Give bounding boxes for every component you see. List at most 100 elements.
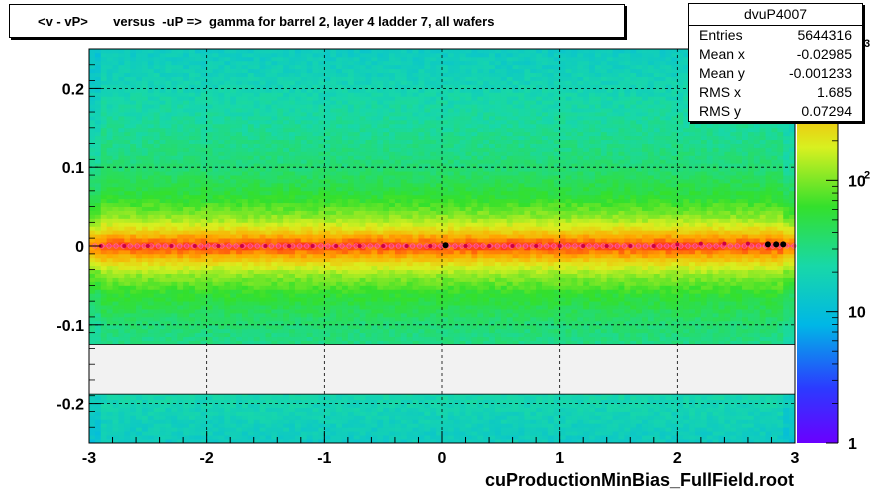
heatmap-cell: [312, 399, 319, 404]
heatmap-cell: [130, 234, 137, 239]
heatmap-cell: [100, 182, 108, 188]
heatmap-cell: [159, 60, 166, 66]
heatmap-cell: [189, 435, 196, 440]
heatmap-cell: [353, 253, 361, 259]
heatmap-cell: [189, 80, 196, 85]
heatmap-cell: [359, 324, 366, 330]
heatmap-cell: [289, 112, 296, 117]
heatmap-cell: [324, 119, 331, 125]
heatmap-cell: [89, 108, 96, 113]
heatmap-cell: [118, 163, 125, 168]
heatmap-cell: [300, 253, 308, 259]
heatmap-cell: [241, 395, 249, 401]
heatmap-cell: [359, 108, 366, 113]
heatmap-cell: [365, 96, 372, 101]
heatmap-cell: [371, 104, 378, 109]
heatmap-cell: [141, 119, 149, 125]
heatmap-cell: [271, 419, 278, 424]
heatmap-cell: [365, 127, 372, 133]
heatmap-cell: [124, 427, 131, 432]
heatmap-cell: [336, 186, 343, 192]
heatmap-cell: [118, 423, 125, 428]
heatmap-cell: [112, 56, 119, 62]
heatmap-cell: [347, 423, 355, 428]
heatmap-cell: [206, 332, 213, 338]
heatmap-cell: [318, 163, 325, 168]
heatmap-cell: [330, 64, 337, 70]
heatmap-cell: [259, 249, 266, 255]
heatmap-cell: [353, 202, 361, 207]
heatmap-cell: [112, 222, 119, 227]
heatmap-cell: [153, 96, 160, 101]
heatmap-cell: [336, 320, 343, 326]
heatmap-cell: [247, 439, 255, 444]
heatmap-cell: [336, 316, 343, 322]
heatmap-cell: [283, 285, 290, 290]
heatmap-cell: [341, 135, 349, 141]
heatmap-cell: [112, 49, 119, 54]
heatmap-cell: [277, 175, 284, 180]
heatmap-cell: [330, 159, 337, 164]
heatmap-cell: [294, 305, 302, 310]
heatmap-cell: [318, 84, 325, 89]
heatmap-cell: [194, 226, 202, 231]
heatmap-cell: [241, 60, 249, 66]
heatmap-cell: [141, 194, 149, 200]
heatmap-cell: [224, 285, 231, 290]
heatmap-cell: [177, 253, 184, 259]
heatmap-cell: [236, 395, 243, 401]
heatmap-cell: [165, 297, 172, 302]
heatmap-cell: [247, 340, 255, 345]
heatmap-cell: [289, 301, 296, 306]
heatmap-cell: [347, 277, 355, 282]
heatmap-cell: [236, 234, 243, 239]
heatmap-cell: [300, 194, 308, 200]
heatmap-cell: [130, 285, 137, 290]
heatmap-cell: [106, 253, 113, 259]
heatmap-cell: [230, 100, 237, 105]
heatmap-cell: [153, 423, 160, 428]
heatmap-cell: [147, 115, 155, 121]
heatmap-cell: [189, 159, 196, 164]
heatmap-cell: [118, 439, 125, 444]
heatmap-cell: [224, 76, 231, 81]
heatmap-cell: [330, 230, 337, 235]
heatmap-cell: [312, 312, 319, 318]
heatmap-cell: [94, 155, 102, 160]
heatmap-cell: [224, 123, 231, 129]
heatmap-cell: [377, 218, 384, 223]
heatmap-cell: [312, 155, 319, 160]
heatmap-cell: [206, 143, 213, 148]
heatmap-cell: [189, 92, 196, 97]
heatmap-cell: [124, 108, 131, 113]
heatmap-cell: [324, 64, 331, 70]
heatmap-cell: [312, 131, 319, 137]
heatmap-cell: [341, 60, 349, 66]
heatmap-cell: [306, 127, 313, 133]
heatmap-cell: [377, 222, 384, 227]
heatmap-cell: [241, 261, 249, 267]
heatmap-cell: [153, 277, 160, 282]
heatmap-cell: [341, 238, 349, 243]
heatmap-cell: [230, 202, 237, 207]
heatmap-cell: [183, 242, 190, 247]
heatmap-cell: [212, 186, 219, 192]
heatmap-cell: [265, 328, 272, 334]
heatmap-cell: [306, 435, 313, 440]
heatmap-cell: [347, 218, 355, 223]
heatmap-cell: [194, 435, 202, 440]
heatmap-cell: [224, 340, 231, 345]
heatmap-cell: [218, 234, 225, 239]
heatmap-cell: [218, 182, 225, 188]
heatmap-cell: [330, 143, 337, 148]
heatmap-cell: [347, 285, 355, 290]
heatmap-cell: [89, 80, 96, 85]
heatmap-cell: [153, 60, 160, 66]
heatmap-cell: [377, 214, 384, 219]
heatmap-cell: [194, 230, 202, 235]
heatmap-cell: [353, 407, 361, 412]
heatmap-cell: [253, 293, 261, 298]
heatmap-cell: [365, 100, 372, 105]
heatmap-cell: [306, 186, 313, 192]
heatmap-cell: [118, 340, 125, 345]
